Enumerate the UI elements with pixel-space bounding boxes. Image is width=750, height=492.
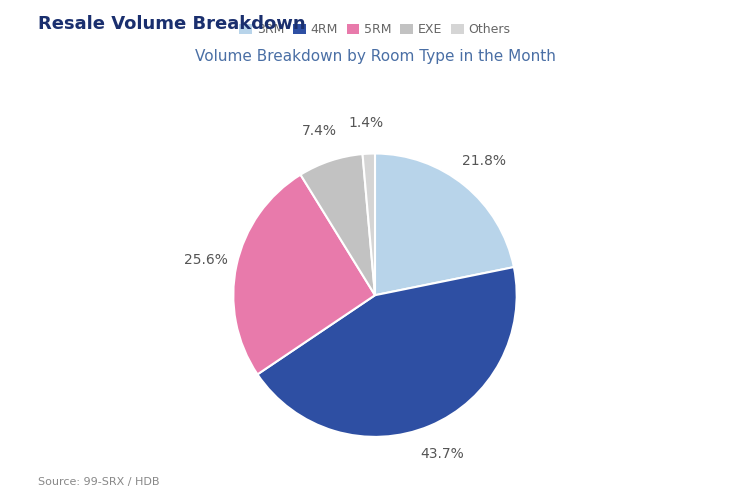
Wedge shape (257, 267, 517, 437)
Text: Volume Breakdown by Room Type in the Month: Volume Breakdown by Room Type in the Mon… (194, 49, 556, 64)
Wedge shape (375, 154, 514, 295)
Text: Resale Volume Breakdown: Resale Volume Breakdown (38, 15, 305, 33)
Text: 7.4%: 7.4% (302, 124, 337, 138)
Text: 43.7%: 43.7% (420, 448, 464, 461)
Wedge shape (301, 154, 375, 295)
Wedge shape (233, 175, 375, 374)
Wedge shape (362, 154, 375, 295)
Text: 21.8%: 21.8% (462, 154, 506, 168)
Text: Source: 99-SRX / HDB: Source: 99-SRX / HDB (38, 477, 159, 487)
Text: 1.4%: 1.4% (349, 116, 384, 129)
Legend: 3RM, 4RM, 5RM, EXE, Others: 3RM, 4RM, 5RM, EXE, Others (235, 18, 515, 41)
Text: 25.6%: 25.6% (184, 252, 228, 267)
